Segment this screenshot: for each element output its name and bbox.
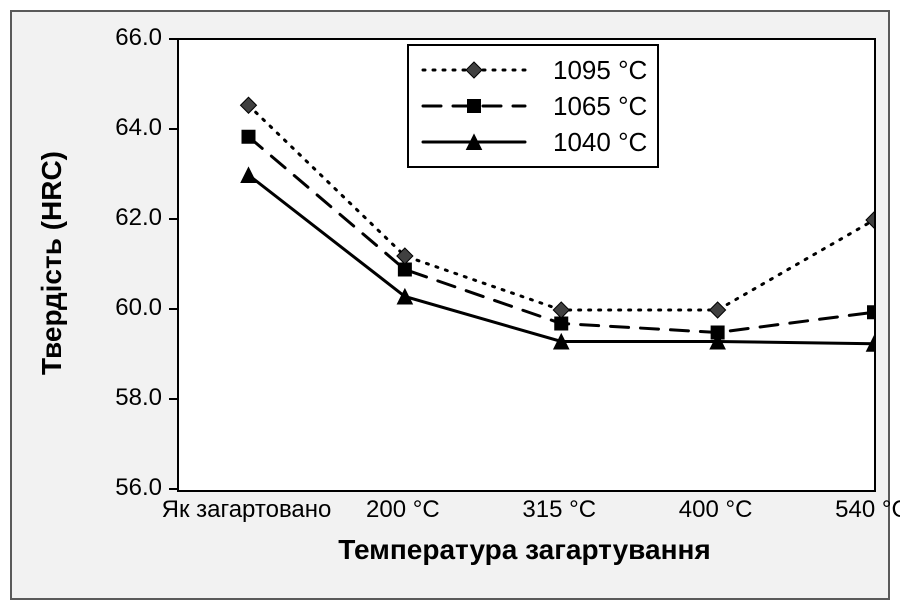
- xtick-label: 200 °C: [366, 496, 440, 524]
- ytick-label: 66.0: [102, 24, 162, 52]
- ytick-label: 62.0: [102, 204, 162, 232]
- ytick-mark: [169, 218, 177, 220]
- chart-outer: Твердість (HRC) Температура загартування…: [0, 0, 900, 610]
- legend-swatch-s1040: [419, 124, 529, 160]
- series-marker-s1095: [553, 302, 569, 318]
- legend: 1095 °C 1065 °C 1040 °C: [407, 44, 659, 168]
- ytick-mark: [169, 38, 177, 40]
- y-axis-label: Твердість (HRC): [36, 151, 68, 375]
- series-marker-s1065: [242, 130, 255, 143]
- series-marker-s1095: [710, 302, 726, 318]
- legend-swatch-s1095: [419, 52, 529, 88]
- ytick-mark: [169, 308, 177, 310]
- series-marker-s1040: [241, 168, 256, 183]
- ytick-mark: [169, 398, 177, 400]
- ytick-label: 64.0: [102, 114, 162, 142]
- legend-label-s1040: 1040 °C: [529, 127, 647, 158]
- series-marker-s1065: [711, 326, 724, 339]
- legend-label-s1065: 1065 °C: [529, 91, 647, 122]
- series-marker-s1065: [555, 317, 568, 330]
- legend-row-s1095: 1095 °C: [419, 52, 647, 88]
- xtick-label: 315 °C: [522, 496, 596, 524]
- legend-swatch-s1065: [419, 88, 529, 124]
- xtick-label: Як загартовано: [162, 496, 332, 524]
- series-marker-s1065: [398, 263, 411, 276]
- ytick-mark: [169, 128, 177, 130]
- series-marker-s1065: [868, 306, 875, 319]
- ytick-mark: [169, 488, 177, 490]
- xtick-label: 540 °C: [835, 496, 900, 524]
- ytick-label: 60.0: [102, 294, 162, 322]
- x-axis-label: Температура загартування: [338, 534, 711, 566]
- chart-frame: Твердість (HRC) Температура загартування…: [10, 10, 890, 600]
- ytick-label: 58.0: [102, 384, 162, 412]
- xtick-label: 400 °C: [679, 496, 753, 524]
- legend-label-s1095: 1095 °C: [529, 55, 647, 86]
- legend-row-s1040: 1040 °C: [419, 124, 647, 160]
- ytick-label: 56.0: [102, 474, 162, 502]
- series-marker-s1095: [241, 97, 257, 113]
- legend-row-s1065: 1065 °C: [419, 88, 647, 124]
